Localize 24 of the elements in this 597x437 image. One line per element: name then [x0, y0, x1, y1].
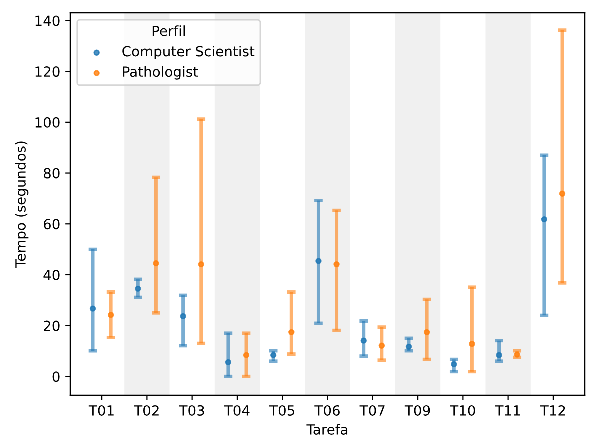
x-tick-label: T03: [179, 405, 204, 416]
x-tick-label: T05: [269, 405, 294, 416]
y-tick-label: 140: [36, 16, 60, 26]
legend-title: Perfil: [152, 26, 186, 36]
legend-label: Computer Scientist: [122, 46, 255, 60]
x-tick-label: T06: [314, 405, 340, 416]
x-tick-label: T07: [360, 405, 385, 416]
y-tick-label: 40: [44, 270, 60, 280]
y-tick-label: 100: [36, 117, 60, 128]
x-tick-label: T11: [495, 406, 520, 416]
y-tick-label: 20: [44, 320, 60, 332]
y-tick-label: 120: [36, 66, 60, 78]
y-axis-title: Tempo (segundos): [15, 142, 29, 268]
x-tick-label: T02: [134, 405, 159, 416]
y-tick-label: 80: [44, 168, 60, 179]
y-tick-label: 60: [44, 219, 60, 230]
x-tick-label: T04: [224, 405, 250, 416]
x-tick-label: T01: [88, 405, 114, 416]
x-axis-title: Tarefa: [306, 424, 348, 435]
y-tick-label: 0: [52, 372, 60, 382]
legend-label: Pathologist: [123, 66, 198, 80]
x-tick-label: T09: [404, 405, 430, 416]
x-tick-label: T12: [540, 405, 566, 416]
x-tick-label: T10: [450, 405, 476, 416]
